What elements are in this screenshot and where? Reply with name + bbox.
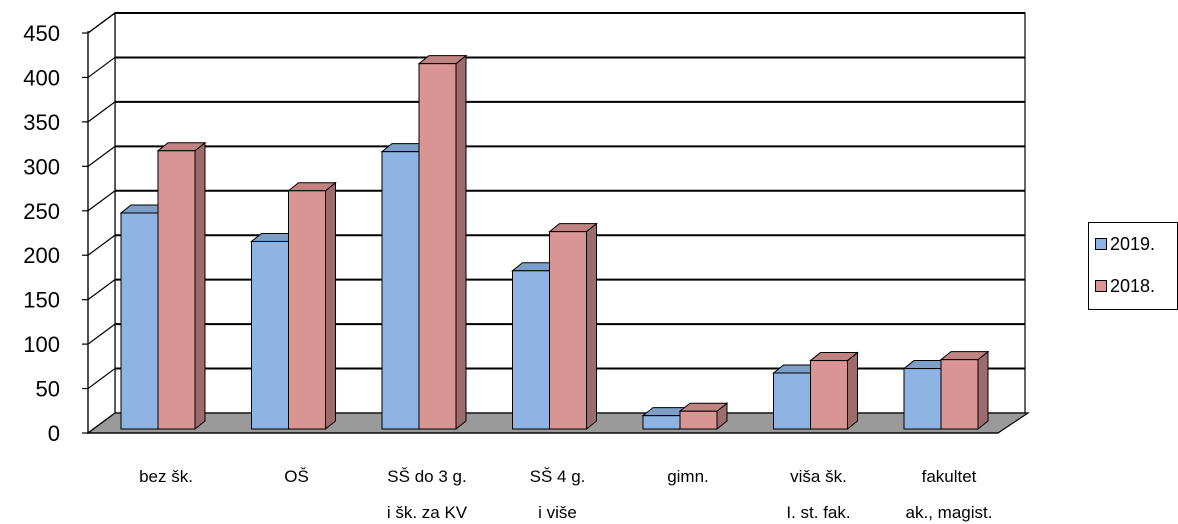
bar-side [455,54,467,431]
bar-front [903,368,942,430]
y-tick-label: 250 [23,199,60,224]
x-category-label: SŠ do 3 g. [387,467,466,486]
gridline-side [87,323,116,345]
x-category-label: ak., magist. [906,503,993,522]
bar-front [251,240,289,430]
gridline-side [87,279,116,301]
legend-item-2018: 2018. [1095,276,1155,296]
legend-swatch-2019 [1095,238,1107,250]
bar-2018-6 [939,350,990,431]
y-tick-label: 0 [48,421,60,446]
bar-front [940,359,979,430]
bar-side [194,141,206,431]
y-tick-label: 400 [23,65,60,90]
legend: 2019. 2018. [1088,222,1178,310]
bars [119,54,990,431]
bar-front [157,150,196,430]
x-category-label: i više [538,503,577,522]
bar-front [642,415,681,430]
x-category-label: bez šk. [139,467,193,486]
x-category-label: viša šk. [790,467,847,486]
bar-front [773,372,811,430]
x-category-label: OŠ [284,467,309,486]
gridline-side [87,56,116,78]
y-tick-label: 200 [23,243,60,268]
bar-front [381,151,420,430]
gridline-side [87,101,116,123]
gridline-side [87,368,116,390]
legend-label-2019: 2019. [1110,233,1156,254]
bar-front [288,190,326,430]
bar-front [810,360,848,430]
x-axis-labels: bez šk. OŠ SŠ do 3 g. i šk. za KV SŠ 4 g. i v… [139,467,992,522]
y-tick-label: 50 [36,377,60,402]
bar-2018-5 [809,351,859,431]
y-axis-ticks: 0 50 100 150 200 250 300 350 400 450 [23,21,88,446]
y-tick-label: 450 [23,21,60,46]
bar-side [325,181,336,431]
bar-2018-3 [548,222,598,431]
y-tick-label: 350 [23,110,60,135]
bar-side [977,350,989,431]
left-wall [87,11,116,435]
y-tick-label: 100 [23,332,60,357]
bar-2018-0 [156,141,207,431]
legend-label-2018: 2018. [1110,275,1156,296]
bar-2018-4 [678,402,729,431]
x-category-label: fakultet [922,467,977,486]
bar-front [120,212,159,430]
gridline-side [87,234,116,256]
legend-item-2019: 2019. [1095,234,1155,254]
gridline-side [87,145,116,167]
bar-2018-1 [287,181,337,431]
x-category-label: gimn. [667,467,709,486]
x-category-label: i šk. za KV [387,503,468,522]
gridline-side [87,12,116,34]
bar-front [418,63,457,430]
bar-side [847,351,858,431]
bar-front [549,231,587,430]
y-tick-label: 150 [23,288,60,313]
x-category-label: SŠ 4 g. [530,467,586,486]
bar-side [586,222,597,431]
x-category-label: I. st. fak. [786,503,850,522]
y-tick-label: 300 [23,154,60,179]
legend-swatch-2018 [1095,280,1107,292]
bar-front [512,270,550,430]
bar-front [679,410,718,430]
gridline-side [87,190,116,212]
bar-2018-2 [417,54,468,431]
